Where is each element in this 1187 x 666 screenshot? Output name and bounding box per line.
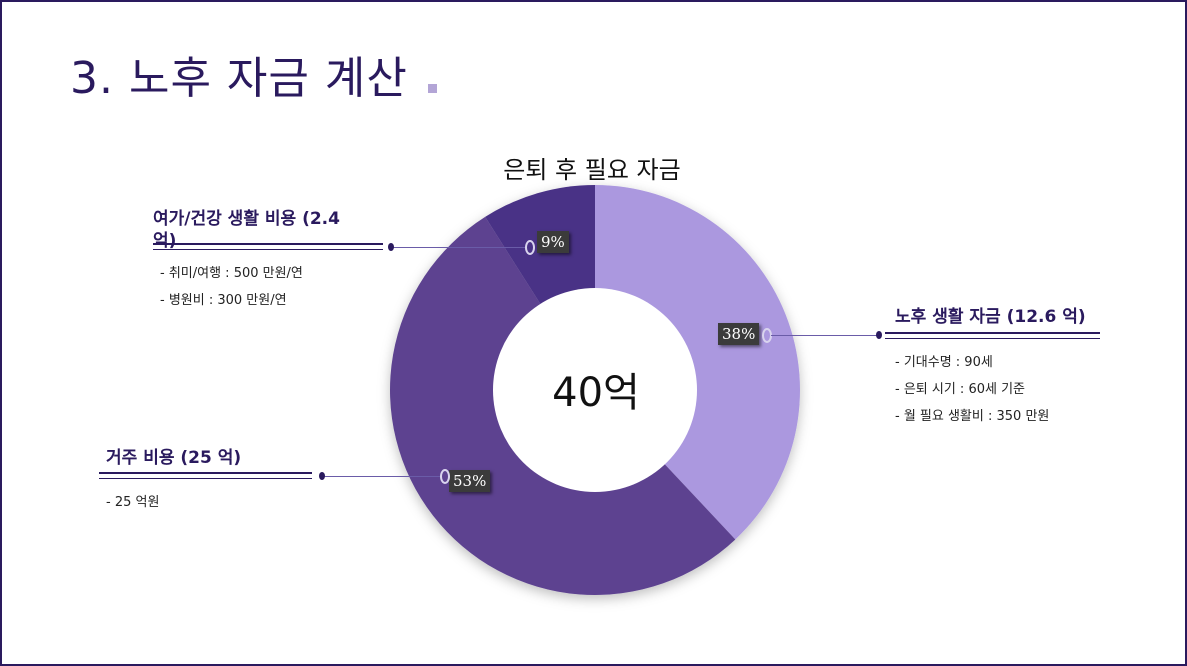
leader-dot-housing	[319, 472, 325, 480]
data-label-living: 38%	[718, 323, 760, 345]
donut-hole	[493, 288, 697, 492]
marker-ring-housing	[440, 469, 450, 484]
callout-rule-living	[885, 332, 1100, 339]
bullet-leisure-2: - 병원비 : 300 만원/연	[160, 293, 287, 308]
title-accent-dot	[428, 84, 437, 93]
donut-center-total: 40억	[552, 370, 640, 416]
bullet-leisure-1: - 취미/여행 : 500 만원/연	[160, 266, 303, 281]
leader-line-leisure	[392, 247, 525, 248]
callout-title-leisure-line1: 여가/건강 생활 비용 (2.4	[153, 209, 340, 229]
bullet-living-3: - 월 필요 생활비 : 350 만원	[895, 409, 1050, 424]
callout-title-housing: 거주 비용 (25 억)	[106, 448, 242, 468]
leader-dot-living	[876, 331, 882, 339]
callout-title-living: 노후 생활 자금 (12.6 억)	[895, 307, 1086, 327]
data-label-leisure: 9%	[537, 231, 569, 253]
leader-line-living	[771, 335, 879, 336]
bullet-housing-1: - 25 억원	[106, 495, 160, 510]
callout-title-leisure-line2: 억)	[153, 231, 177, 251]
leader-line-housing	[323, 476, 440, 477]
bullet-living-1: - 기대수명 : 90세	[895, 355, 993, 370]
callout-rule-housing	[99, 472, 312, 479]
chart-title: 은퇴 후 필요 자금	[503, 156, 681, 184]
marker-ring-leisure	[525, 240, 535, 255]
leader-dot-leisure	[388, 243, 394, 251]
callout-rule-leisure	[153, 243, 383, 250]
data-label-housing: 53%	[449, 470, 491, 492]
slide-title: 3. 노후 자금 계산	[70, 53, 408, 104]
bullet-living-2: - 은퇴 시기 : 60세 기준	[895, 382, 1025, 397]
slice-living	[595, 185, 800, 540]
